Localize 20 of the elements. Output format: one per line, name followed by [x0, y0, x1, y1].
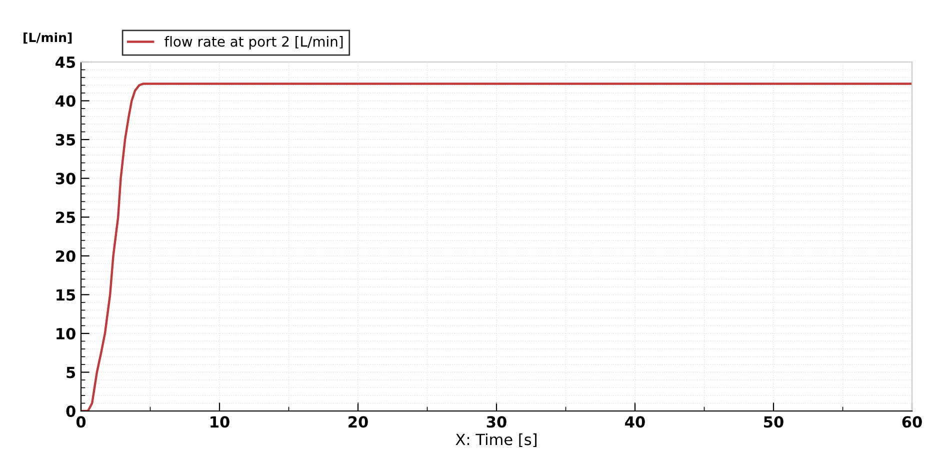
y-tick-label: 10 [56, 328, 76, 340]
x-tick-label: 60 [902, 416, 922, 428]
y-tick-label: 40 [56, 95, 76, 107]
x-tick-label: 10 [210, 416, 230, 428]
y-tick-label: 0 [66, 405, 76, 418]
x-tick-label: 50 [764, 416, 784, 428]
y-tick-label: 5 [66, 366, 76, 378]
y-tick-label: 25 [56, 212, 76, 224]
legend-label: flow rate at port 2 [L/min] [164, 36, 343, 50]
y-tick-label: 35 [56, 134, 76, 146]
y-tick-label: 45 [56, 56, 76, 68]
x-tick-label: 40 [625, 416, 645, 428]
y-tick-label: 20 [56, 250, 76, 262]
x-axis-title: X: Time [s] [456, 433, 536, 448]
y-tick-label: 15 [56, 289, 76, 301]
x-tick-label: 30 [486, 416, 506, 428]
x-tick-label: 0 [76, 416, 86, 428]
y-tick-label: 30 [56, 172, 76, 184]
y-axis-title: [L/min] [24, 32, 72, 44]
x-tick-label: 20 [348, 416, 368, 428]
